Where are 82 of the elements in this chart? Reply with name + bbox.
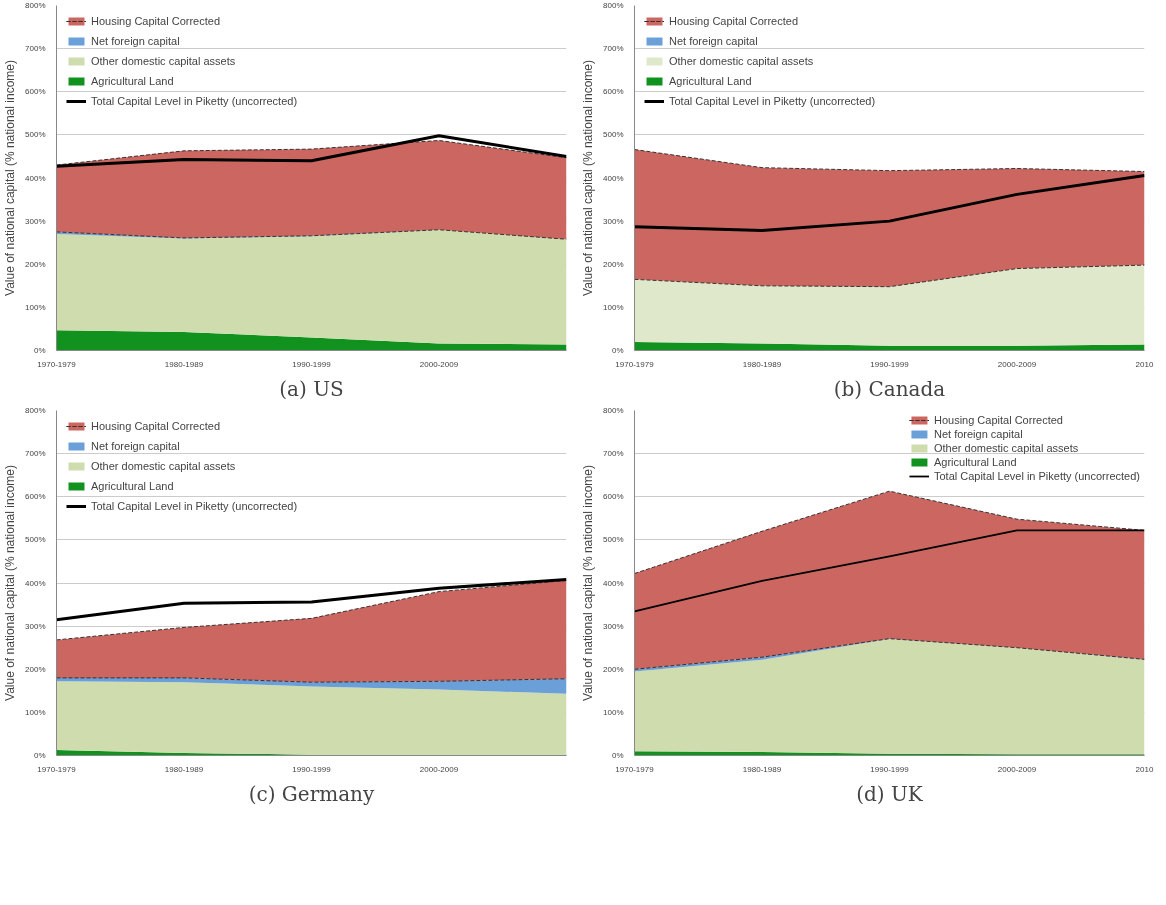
y-tick-label: 800% — [25, 406, 46, 415]
y-tick-label: 300% — [603, 216, 624, 226]
y-tick-label: 0% — [33, 751, 46, 760]
y-tick-label: 600% — [603, 87, 624, 97]
legend-label: Agricultural Land — [669, 75, 752, 87]
legend-label: Total Capital Level in Piketty (uncorrected) — [933, 470, 1140, 482]
x-tick-label: 1990-1999 — [870, 764, 910, 774]
legend-label: Total Capital Level in Piketty (uncorrected) — [91, 500, 298, 512]
legend-label: Housing Capital Corrected — [669, 15, 799, 27]
x-tick-label: 1990-1999 — [292, 764, 332, 774]
y-tick-label: 300% — [603, 621, 624, 631]
y-tick-label: 400% — [25, 173, 46, 183]
y-tick-label: 300% — [25, 621, 46, 631]
x-tick-label: 1970-1979 — [615, 764, 655, 774]
legend-label: Net foreign capital — [933, 428, 1023, 440]
legend-label: Total Capital Level in Piketty (uncorrected) — [91, 95, 298, 107]
y-axis-title: Value of national capital (% national income) — [581, 465, 596, 701]
y-tick-label: 500% — [25, 535, 46, 545]
y-tick-label: 100% — [25, 302, 46, 312]
legend-label: Other domestic capital assets — [669, 55, 814, 67]
text: (b) Canada — [833, 376, 946, 401]
x-tick-label: 1970-1979 — [37, 764, 77, 774]
y-tick-label: 0% — [611, 751, 624, 760]
y-tick-label: 0% — [611, 346, 624, 355]
x-tick-label: 1980-1989 — [164, 764, 204, 774]
y-tick-label: 300% — [25, 216, 46, 226]
y-tick-label: 500% — [603, 130, 624, 140]
x-tick-label: 2000-2009 — [419, 764, 459, 774]
y-tick-label: 400% — [603, 173, 624, 183]
y-tick-label: 100% — [603, 707, 624, 717]
legend-label: Total Capital Level in Piketty (uncorrected) — [669, 95, 876, 107]
y-tick-label: 0% — [33, 346, 46, 355]
legend-label: Housing Capital Corrected — [91, 420, 221, 432]
y-tick-label: 100% — [603, 302, 624, 312]
x-tick-label: 1980-1989 — [742, 764, 782, 774]
y-axis-title: Value of national capital (% national income) — [3, 465, 18, 701]
legend-label: Agricultural Land — [933, 456, 1017, 468]
x-tick-label: 1970-1979 — [615, 359, 655, 369]
x-tick-label: 2000-2009 — [997, 359, 1037, 369]
y-axis-title: Value of national capital (% national income) — [3, 60, 18, 296]
y-tick-label: 800% — [25, 1, 46, 10]
y-tick-label: 600% — [603, 492, 624, 502]
y-tick-label: 700% — [25, 44, 46, 54]
x-tick-label: 2000-2009 — [419, 359, 459, 369]
x-tick-label: 1990-1999 — [870, 359, 910, 369]
legend-label: Other domestic capital assets — [91, 460, 236, 472]
legend-label: Agricultural Land — [91, 75, 174, 87]
y-tick-label: 200% — [25, 259, 46, 269]
y-tick-label: 500% — [25, 130, 46, 140]
x-tick-label: 2010 — [1135, 359, 1154, 369]
y-tick-label: 500% — [603, 535, 624, 545]
legend-label: Other domestic capital assets — [91, 55, 236, 67]
y-tick-label: 100% — [25, 707, 46, 717]
y-axis-title: Value of national capital (% national income) — [581, 60, 596, 296]
y-tick-label: 200% — [25, 664, 46, 674]
y-tick-label: 600% — [25, 492, 46, 502]
y-tick-label: 700% — [603, 449, 624, 459]
legend-label: Housing Capital Corrected — [91, 15, 221, 27]
x-tick-label: 1970-1979 — [37, 359, 77, 369]
x-tick-label: 1980-1989 — [164, 359, 204, 369]
text: (a) US — [279, 376, 344, 401]
y-tick-label: 800% — [603, 1, 624, 10]
text: (c) Germany — [248, 781, 375, 806]
legend-label: Net foreign capital — [669, 35, 758, 47]
y-tick-label: 400% — [603, 578, 624, 588]
y-tick-label: 200% — [603, 259, 624, 269]
legend-label: Other domestic capital assets — [933, 442, 1079, 454]
legend-label: Agricultural Land — [91, 480, 174, 492]
legend-label: Net foreign capital — [91, 440, 180, 452]
x-tick-label: 1990-1999 — [292, 359, 332, 369]
x-tick-label: 2000-2009 — [997, 764, 1037, 774]
y-tick-label: 800% — [603, 406, 624, 415]
y-tick-label: 200% — [603, 664, 624, 674]
y-tick-label: 700% — [603, 44, 624, 54]
x-tick-label: 2010 — [1135, 764, 1154, 774]
text: (d) UK — [856, 781, 924, 806]
legend-label: Housing Capital Corrected — [933, 414, 1063, 426]
legend-label: Net foreign capital — [91, 35, 180, 47]
x-tick-label: 1980-1989 — [742, 359, 782, 369]
y-tick-label: 700% — [25, 449, 46, 459]
y-tick-label: 600% — [25, 87, 46, 97]
y-tick-label: 400% — [25, 578, 46, 588]
